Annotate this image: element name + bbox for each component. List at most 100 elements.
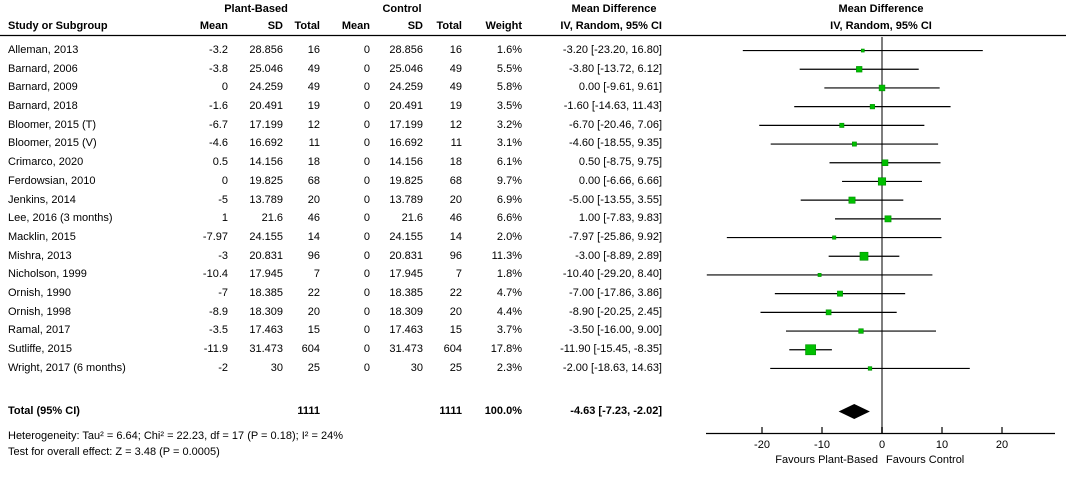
weight: 2.0% [496, 230, 522, 243]
total-control: 15 [449, 324, 462, 337]
sd-control: 24.259 [389, 81, 423, 94]
total-plant-based: 49 [307, 81, 320, 94]
total-control: 25 [449, 361, 462, 374]
sd-control: 17.463 [389, 324, 423, 337]
axis-tick-label: 10 [936, 439, 948, 451]
mean-control: 0 [363, 361, 370, 374]
md-ci-text: -5.00 [-13.55, 3.55] [569, 193, 662, 206]
md-ci-text: -6.70 [-20.46, 7.06] [569, 118, 662, 131]
weight: 9.7% [496, 174, 522, 187]
effect-square [877, 177, 887, 186]
sd-plant-based: 28.856 [249, 44, 283, 56]
table-row: Ornish, 1998 -8.9 18.309 20 0 18.309 20 4.4% -8.… [0, 303, 668, 322]
total-plant-based: 68 [307, 174, 320, 187]
effect-square [878, 84, 886, 92]
axis-tick-label: 0 [879, 439, 885, 451]
total-plant-based: 12 [307, 118, 320, 131]
effect-square [837, 290, 843, 297]
sd-control: 20.491 [389, 100, 423, 113]
sd-plant-based: 24.259 [249, 81, 283, 94]
total-control: 19 [449, 100, 462, 113]
mean-control: 0 [363, 212, 370, 225]
weight: 5.5% [496, 62, 522, 75]
mean-plant-based: -3.5 [209, 324, 228, 337]
sd-plant-based: 16.692 [249, 137, 283, 150]
sd-plant-based: 20.831 [249, 249, 283, 262]
mean-plant-based: 0.5 [212, 156, 228, 169]
mean-control: 0 [363, 343, 370, 355]
total-control: 68 [449, 174, 462, 187]
study-name: Ferdowsian, 2010 [8, 174, 96, 187]
md-ci-text: -3.20 [-23.20, 16.80] [562, 44, 662, 56]
total-control: 49 [449, 62, 462, 75]
sd-control: 18.309 [389, 305, 423, 318]
weight: 3.1% [496, 137, 522, 150]
col-header-total-pb: Total [294, 20, 320, 32]
study-name: Ornish, 1990 [8, 286, 71, 299]
table-row: Wright, 2017 (6 months) -2 30 25 0 30 25 2.3% -2… [0, 359, 668, 378]
mean-plant-based: -1.6 [209, 100, 228, 113]
col-header-study: Study or Subgroup [8, 20, 108, 32]
study-name: Bloomer, 2015 (T) [8, 118, 97, 131]
mean-plant-based: -8.9 [209, 305, 228, 318]
weight: 6.6% [496, 212, 522, 225]
effect-square [832, 235, 837, 240]
study-name: Barnard, 2006 [8, 62, 78, 75]
study-name: Ramal, 2017 [8, 324, 71, 337]
mean-control: 0 [363, 137, 370, 150]
total-plant-based: 16 [307, 44, 320, 56]
study-name: Sutliffe, 2015 [8, 343, 73, 355]
axis-tick-label: -20 [754, 439, 770, 451]
table-row: Bloomer, 2015 (V) -4.6 16.692 11 0 16.692 11 3.… [0, 134, 668, 153]
total-plant-based: 14 [307, 230, 320, 243]
group-header-control: Control [382, 3, 422, 15]
total-n-control: 1111 [439, 405, 462, 417]
mean-plant-based: -7 [218, 286, 228, 299]
md-ci-text: -3.50 [-16.00, 9.00] [569, 324, 662, 337]
plot-title: Mean Difference [838, 3, 924, 15]
mean-plant-based: -11.9 [203, 343, 228, 355]
group-header-plant-based: Plant-Based [224, 3, 288, 15]
mean-control: 0 [363, 100, 370, 113]
weight: 17.8% [490, 343, 522, 355]
effect-square [884, 215, 892, 223]
table-row: Nicholson, 1999 -10.4 17.945 7 0 17.945 7 1.8% -… [0, 265, 668, 284]
mean-plant-based: -3.2 [209, 44, 228, 56]
sd-control: 17.199 [389, 118, 423, 131]
mean-plant-based: -6.7 [209, 118, 228, 131]
axis-tick-label: -10 [814, 439, 830, 451]
table-row: Mishra, 2013 -3 20.831 96 0 20.831 96 11.3% -3.0… [0, 247, 668, 266]
mean-control: 0 [363, 230, 370, 243]
total-plant-based: 604 [301, 343, 320, 355]
mean-control: 0 [363, 174, 370, 187]
md-column-title: Mean Difference [571, 3, 657, 15]
sd-plant-based: 30 [270, 361, 283, 374]
weight: 6.1% [496, 156, 522, 169]
effect-square [839, 122, 845, 128]
weight: 4.4% [496, 305, 522, 318]
md-ci-text: -7.97 [-25.86, 9.92] [569, 230, 662, 243]
md-ci-text: 0.50 [-8.75, 9.75] [578, 156, 662, 169]
md-ci-text: -4.60 [-18.55, 9.35] [569, 137, 662, 150]
table-row: Jenkins, 2014 -5 13.789 20 0 13.789 20 6.9% -5.0… [0, 191, 668, 210]
md-ci-text: 0.00 [-9.61, 9.61] [578, 81, 662, 94]
total-control: 604 [443, 343, 462, 355]
mean-plant-based: -3 [218, 249, 228, 262]
mean-plant-based: -10.4 [202, 268, 228, 281]
weight: 3.7% [496, 324, 522, 337]
study-name: Ornish, 1998 [8, 305, 71, 318]
mean-control: 0 [363, 193, 370, 206]
col-header-sd-c: SD [407, 20, 423, 32]
sd-plant-based: 17.199 [249, 118, 283, 131]
weight: 3.5% [496, 100, 522, 113]
total-plant-based: 20 [307, 193, 320, 206]
md-ci-text: 0.00 [-6.66, 6.66] [578, 174, 662, 187]
mean-plant-based: -4.6 [209, 137, 228, 150]
total-control: 12 [449, 118, 462, 131]
sd-control: 13.789 [389, 193, 423, 206]
effect-square [848, 196, 856, 204]
effect-square [825, 309, 832, 316]
plot-subtitle: IV, Random, 95% CI [830, 20, 932, 32]
sd-control: 24.155 [389, 230, 423, 243]
study-name: Macklin, 2015 [8, 230, 76, 243]
